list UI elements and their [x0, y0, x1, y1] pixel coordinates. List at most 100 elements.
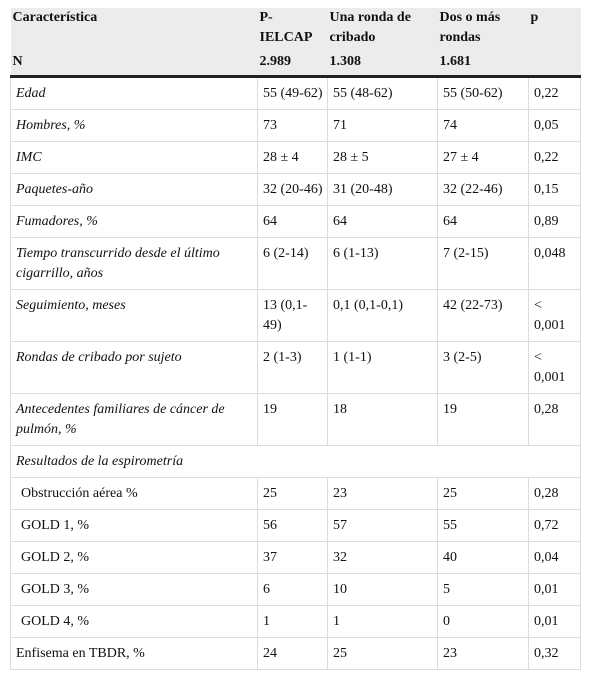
table-row: GOLD 3, % 6 10 5 0,01 [10, 573, 581, 606]
section-title: Resultados de la espirometría [10, 445, 581, 478]
cell-value: 0,1 (0,1-0,1) [327, 289, 438, 342]
cell-value: 0,28 [528, 477, 581, 510]
cell-value: 57 [327, 509, 438, 542]
table-row: Hombres, % 73 71 74 0,05 [10, 109, 581, 142]
header-cell: Dos o más rondas [437, 8, 529, 48]
section-row: Resultados de la espirometría [10, 445, 581, 478]
cell-value: 0,22 [528, 141, 581, 174]
cell-value: 0 [437, 605, 529, 638]
row-label: GOLD 3, % [10, 573, 258, 606]
table-row: Seguimiento, meses 13 (0,1-49) 0,1 (0,1-0,… [10, 289, 581, 342]
row-label: GOLD 4, % [10, 605, 258, 638]
cell-value: 6 (2-14) [257, 237, 328, 290]
cell-value: 0,01 [528, 605, 581, 638]
row-label: Seguimiento, meses [10, 289, 258, 342]
n-row: N 2.989 1.308 1.681 [10, 48, 581, 78]
cell-value: < 0,001 [528, 289, 581, 342]
cell-value: 23 [437, 637, 529, 670]
cell-value: 32 (22-46) [437, 173, 529, 206]
cell-value: 37 [257, 541, 328, 574]
cell-value: 0,15 [528, 173, 581, 206]
cell-value: 18 [327, 393, 438, 446]
cell-value: 0,22 [528, 76, 581, 110]
cell-value: 31 (20-48) [327, 173, 438, 206]
row-label: IMC [10, 141, 258, 174]
cell-value: 0,32 [528, 637, 581, 670]
cell-value: 40 [437, 541, 529, 574]
cell-value: 0,048 [528, 237, 581, 290]
cell-value: 32 [327, 541, 438, 574]
n-empty [528, 48, 581, 78]
cell-value: 2 (1-3) [257, 341, 328, 394]
table-row: Fumadores, % 64 64 64 0,89 [10, 205, 581, 238]
cell-value: 73 [257, 109, 328, 142]
row-label: Tiempo transcurrido desde el último ciga… [10, 237, 258, 290]
row-label: Antecedentes familiares de cáncer de pul… [10, 393, 258, 446]
cell-value: 0,01 [528, 573, 581, 606]
row-label: Edad [10, 76, 258, 110]
cell-value: 28 ± 5 [327, 141, 438, 174]
cell-value: 25 [327, 637, 438, 670]
row-label: Obstrucción aérea % [10, 477, 258, 510]
cell-value: 10 [327, 573, 438, 606]
header-cell: Una ronda de cribado [327, 8, 438, 48]
cell-value: 0,05 [528, 109, 581, 142]
table-row: Tiempo transcurrido desde el último ciga… [10, 237, 581, 290]
table-row: Rondas de cribado por sujeto 2 (1-3) 1 (1-… [10, 341, 581, 394]
cell-value: 3 (2-5) [437, 341, 529, 394]
table-row: Antecedentes familiares de cáncer de pul… [10, 393, 581, 446]
cell-value: 25 [437, 477, 529, 510]
cell-value: 55 (49-62) [257, 76, 328, 110]
cell-value: 0,72 [528, 509, 581, 542]
n-value: 2.989 [257, 48, 328, 78]
row-label: Paquetes-año [10, 173, 258, 206]
table-row: Edad 55 (49-62) 55 (48-62) 55 (50-62) 0,22 [10, 76, 581, 110]
cell-value: 0,89 [528, 205, 581, 238]
row-label: GOLD 1, % [10, 509, 258, 542]
data-table: Característica P-IELCAP Una ronda de cri… [10, 8, 581, 670]
table-row: Paquetes-año 32 (20-46) 31 (20-48) 32 (22-4… [10, 173, 581, 206]
n-value: 1.308 [327, 48, 438, 78]
cell-value: 25 [257, 477, 328, 510]
cell-value: 64 [257, 205, 328, 238]
cell-value: 23 [327, 477, 438, 510]
cell-value: 56 [257, 509, 328, 542]
cell-value: 1 [327, 605, 438, 638]
cell-value: 6 [257, 573, 328, 606]
cell-value: 5 [437, 573, 529, 606]
header-cell: p [528, 8, 581, 48]
table-row: GOLD 2, % 37 32 40 0,04 [10, 541, 581, 574]
row-label: Rondas de cribado por sujeto [10, 341, 258, 394]
cell-value: 6 (1-13) [327, 237, 438, 290]
cell-value: 71 [327, 109, 438, 142]
table-row: GOLD 4, % 1 1 0 0,01 [10, 605, 581, 638]
row-label: Fumadores, % [10, 205, 258, 238]
cell-value: 64 [327, 205, 438, 238]
cell-value: 74 [437, 109, 529, 142]
cell-value: 19 [257, 393, 328, 446]
header-row: Característica P-IELCAP Una ronda de cri… [10, 8, 581, 48]
table-row: Obstrucción aérea % 25 23 25 0,28 [10, 477, 581, 510]
cell-value: 28 ± 4 [257, 141, 328, 174]
row-label: GOLD 2, % [10, 541, 258, 574]
cell-value: 0,28 [528, 393, 581, 446]
cell-value: 13 (0,1-49) [257, 289, 328, 342]
row-label: Hombres, % [10, 109, 258, 142]
cell-value: < 0,001 [528, 341, 581, 394]
header-cell: Característica [10, 8, 258, 48]
table-body: Edad 55 (49-62) 55 (48-62) 55 (50-62) 0,22 Ho… [10, 76, 581, 670]
header-cell: P-IELCAP [257, 8, 328, 48]
cell-value: 7 (2-15) [437, 237, 529, 290]
cell-value: 19 [437, 393, 529, 446]
cell-value: 32 (20-46) [257, 173, 328, 206]
n-value: 1.681 [437, 48, 529, 78]
cell-value: 1 [257, 605, 328, 638]
n-label: N [10, 48, 258, 78]
table-row: IMC 28 ± 4 28 ± 5 27 ± 4 0,22 [10, 141, 581, 174]
table-row: Enfisema en TBDR, % 24 25 23 0,32 [10, 637, 581, 670]
table-row: GOLD 1, % 56 57 55 0,72 [10, 509, 581, 542]
cell-value: 1 (1-1) [327, 341, 438, 394]
cell-value: 64 [437, 205, 529, 238]
cell-value: 24 [257, 637, 328, 670]
